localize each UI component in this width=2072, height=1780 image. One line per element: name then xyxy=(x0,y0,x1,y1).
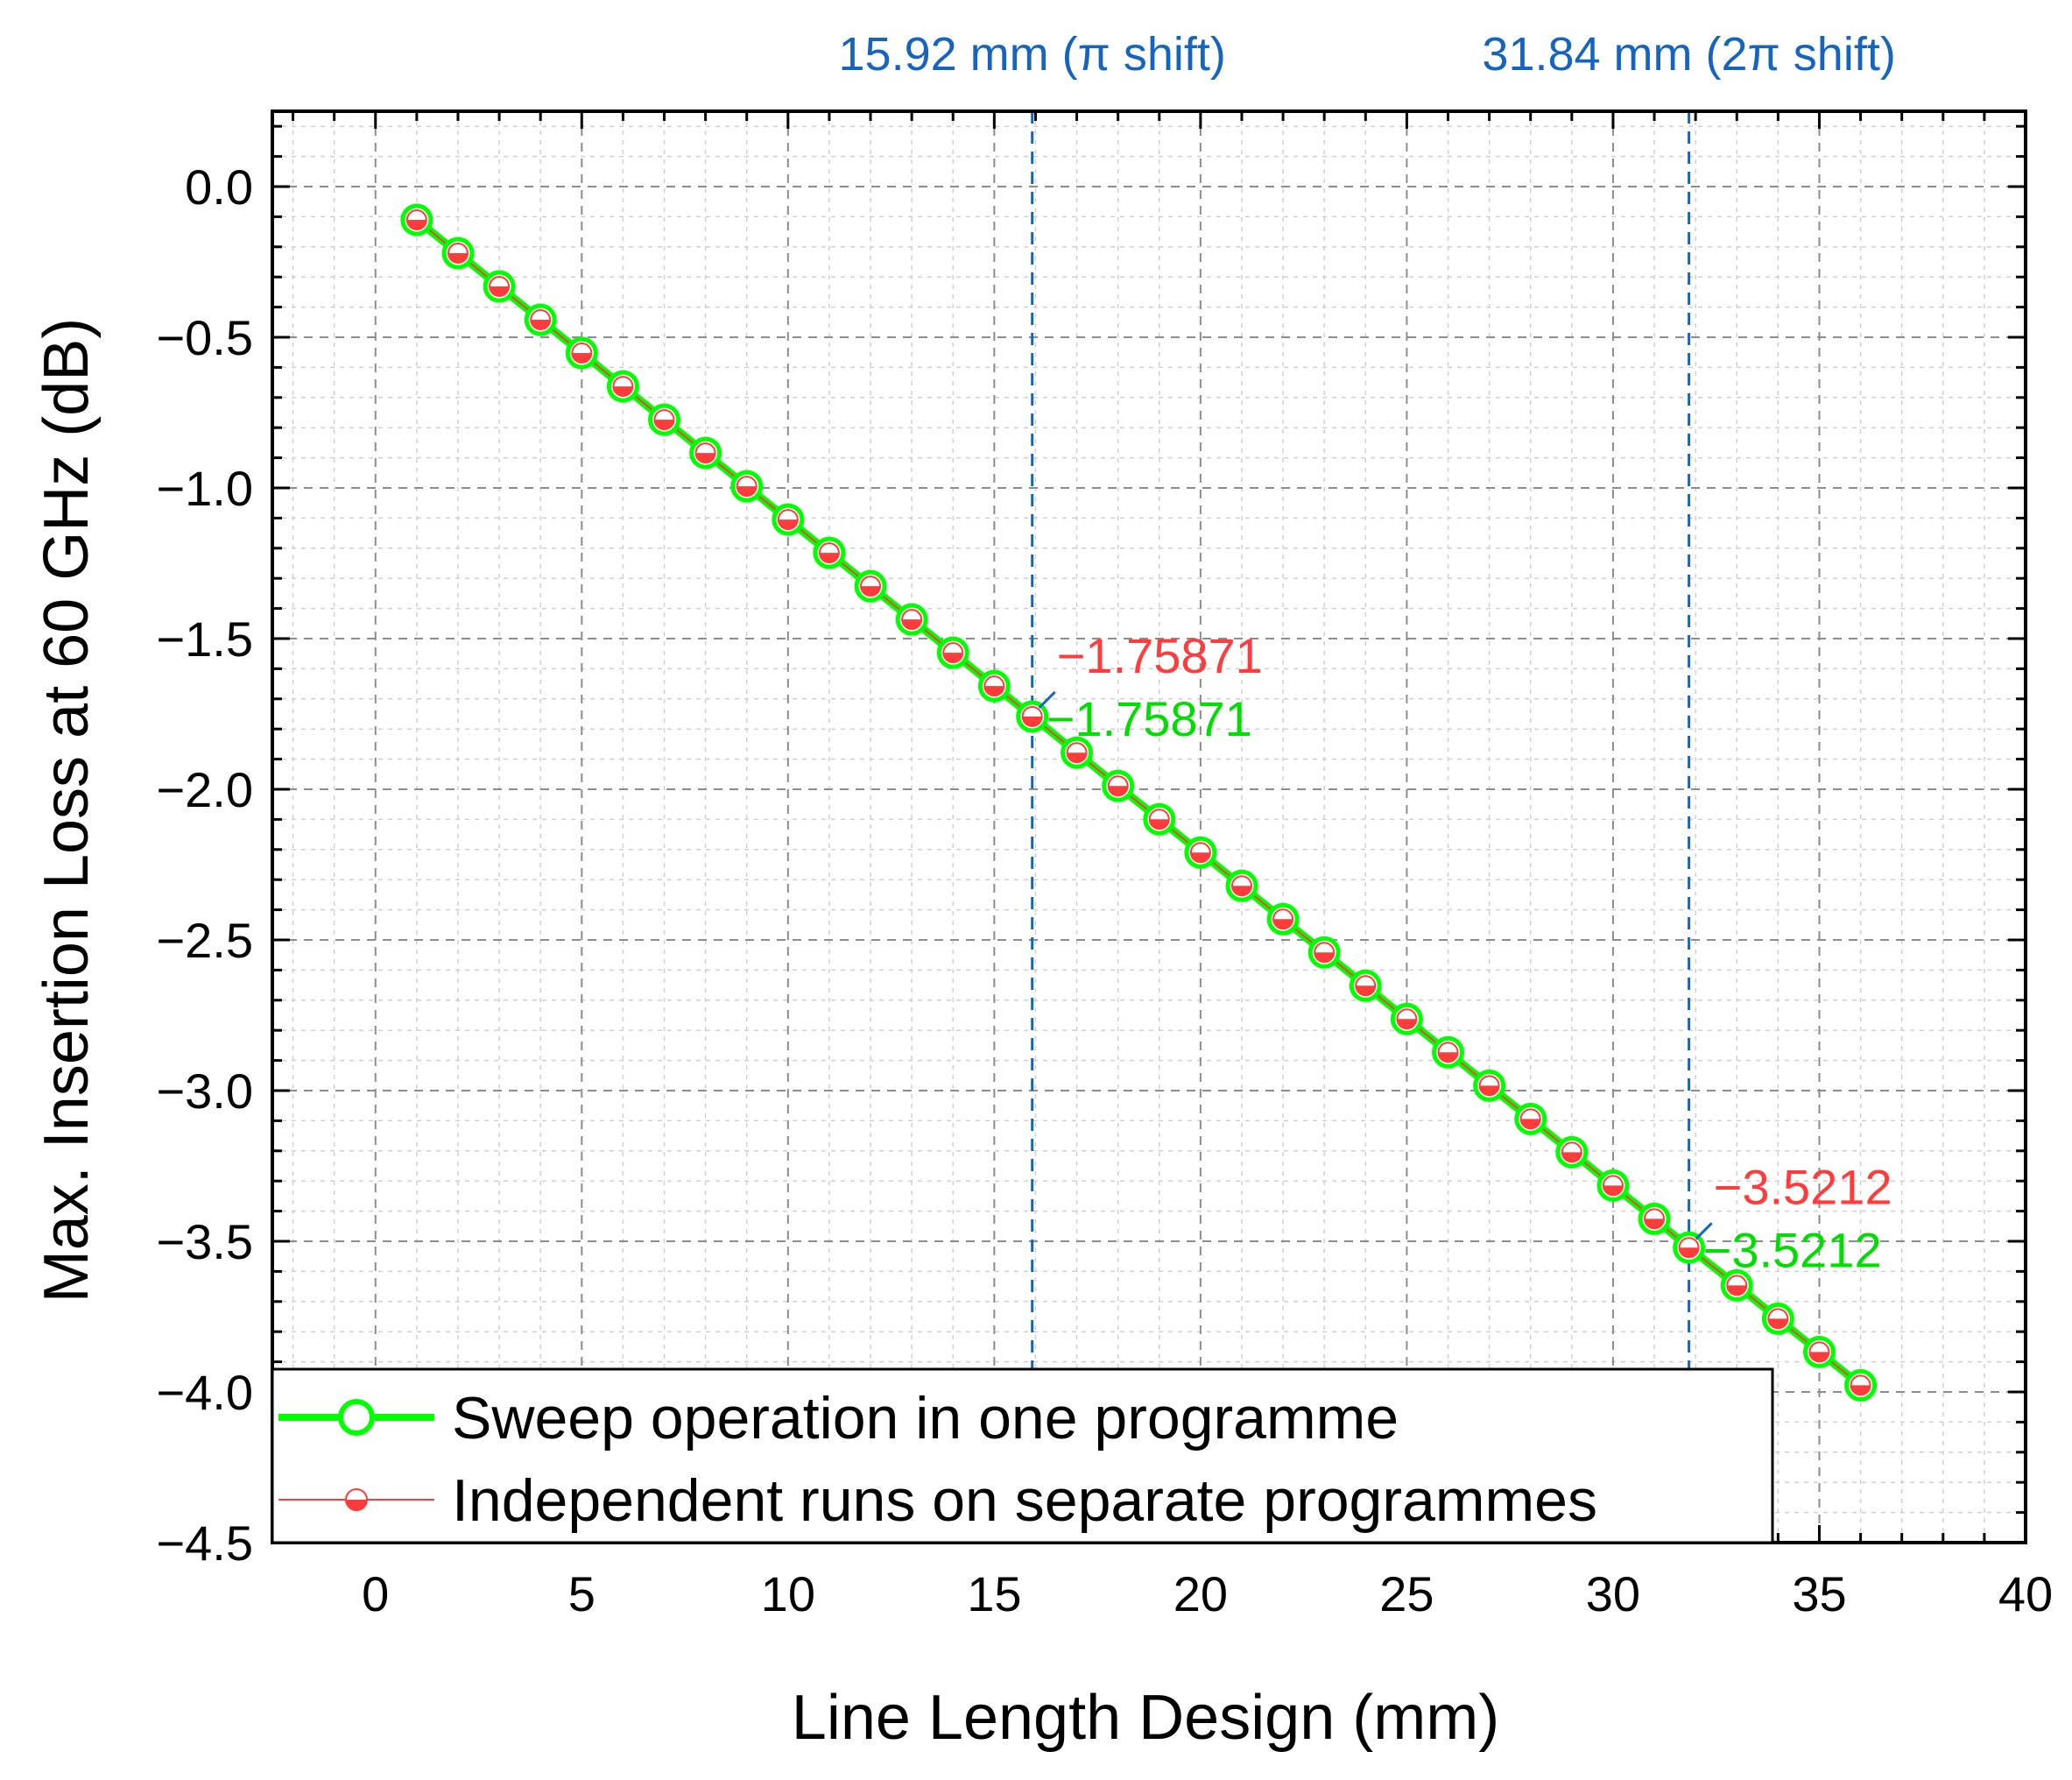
annotation-value-sweep: −3.5212 xyxy=(1703,1222,1882,1277)
independent-point-fill xyxy=(984,686,1004,696)
x-tick-label: 0 xyxy=(362,1566,389,1621)
independent-point-fill xyxy=(778,519,798,530)
annotation-pointer xyxy=(1038,690,1056,710)
independent-point-fill xyxy=(943,653,963,663)
x-tick-label: 15 xyxy=(967,1566,1021,1621)
legend-label-sweep: Sweep operation in one programme xyxy=(452,1385,1399,1452)
independent-point-fill xyxy=(1108,786,1128,796)
independent-point-fill xyxy=(1645,1218,1665,1229)
annotation-value-independent: −1.75871 xyxy=(1057,628,1263,683)
independent-point-fill xyxy=(490,286,510,297)
independent-point-fill xyxy=(861,586,881,597)
x-tick-label: 30 xyxy=(1586,1566,1640,1621)
phase-shift-label: 15.92 mm (π shift) xyxy=(839,28,1226,81)
y-tick-label: −3.0 xyxy=(156,1063,253,1119)
independent-point-fill xyxy=(1768,1318,1788,1329)
y-tick-label: 0.0 xyxy=(185,159,253,215)
y-tick-label: −1.5 xyxy=(156,611,253,667)
x-axis-title: Line Length Design (mm) xyxy=(792,1683,1499,1753)
annotation-value-independent: −3.5212 xyxy=(1714,1159,1892,1214)
legend-swatch-sweep-marker xyxy=(338,1399,375,1436)
independent-point-fill xyxy=(1397,1019,1417,1029)
independent-point-fill xyxy=(695,453,715,463)
x-tick-label: 25 xyxy=(1379,1566,1434,1621)
independent-point-fill xyxy=(531,320,551,330)
annotation-value-sweep: −1.75871 xyxy=(1047,691,1252,746)
independent-point-fill xyxy=(1356,985,1376,996)
independent-point-fill xyxy=(1149,819,1169,830)
annotations: −1.75871 −1.75871 −3.5212 −3.5212 xyxy=(1038,628,1892,1277)
phase-shift-lines: 15.92 mm (π shift) 31.84 mm (2π shift) xyxy=(839,28,1896,1543)
independent-point-fill xyxy=(736,486,757,497)
independent-point-fill xyxy=(1603,1185,1623,1196)
annotation-pointer xyxy=(1695,1222,1713,1240)
independent-point-fill xyxy=(448,253,468,264)
x-tick-label: 5 xyxy=(568,1566,596,1621)
independent-point-fill xyxy=(1022,716,1042,726)
independent-point-fill xyxy=(1809,1352,1829,1362)
independent-point-fill xyxy=(1067,752,1087,763)
independent-point-fill xyxy=(902,619,922,630)
independent-point-fill xyxy=(1190,852,1210,863)
x-tick-label: 20 xyxy=(1173,1566,1228,1621)
independent-point-fill xyxy=(406,220,426,230)
legend-box xyxy=(271,1367,1774,1544)
y-tick-label: −0.5 xyxy=(156,310,253,365)
independent-point-fill xyxy=(1850,1385,1871,1395)
independent-point-fill xyxy=(1273,919,1293,929)
y-tick-label: −2.0 xyxy=(156,762,253,817)
independent-point-fill xyxy=(1314,952,1335,963)
data-series xyxy=(400,203,1878,1402)
x-tick-label: 10 xyxy=(761,1566,815,1621)
x-tick-label: 35 xyxy=(1792,1566,1846,1621)
independent-point-fill xyxy=(654,420,674,430)
y-tick-label: −2.5 xyxy=(156,913,253,968)
legend: Sweep operation in one programme Indepen… xyxy=(271,1367,1774,1544)
legend-swatch-independent-fill xyxy=(346,1500,367,1510)
phase-shift-label: 31.84 mm (2π shift) xyxy=(1482,28,1895,81)
independent-point-fill xyxy=(819,553,839,563)
axis-ticks: 0 5 10 15 20 25 30 35 40 0.0 −0.5 −1.0 −1.5 −2.0 −2.5 −… xyxy=(156,111,2053,1621)
independent-point-fill xyxy=(1679,1247,1699,1258)
independent-point-fill xyxy=(1231,886,1251,896)
independent-point-fill xyxy=(1520,1119,1540,1129)
independent-point-fill xyxy=(1561,1152,1582,1162)
independent-point-fill xyxy=(1727,1285,1747,1296)
y-axis-title: Max. Insertion Loss at 60 GHz (dB) xyxy=(32,318,102,1303)
y-tick-label: −4.5 xyxy=(156,1515,253,1571)
independent-point-fill xyxy=(1479,1085,1499,1096)
x-tick-label: 40 xyxy=(1998,1566,2053,1621)
y-tick-label: −3.5 xyxy=(156,1214,253,1269)
legend-label-independent: Independent runs on separate programmes xyxy=(452,1467,1597,1534)
independent-point-fill xyxy=(572,353,592,364)
independent-point-fill xyxy=(1438,1052,1458,1063)
y-tick-label: −1.0 xyxy=(156,461,253,516)
independent-point-fill xyxy=(613,386,633,397)
y-tick-label: −4.0 xyxy=(156,1365,253,1420)
